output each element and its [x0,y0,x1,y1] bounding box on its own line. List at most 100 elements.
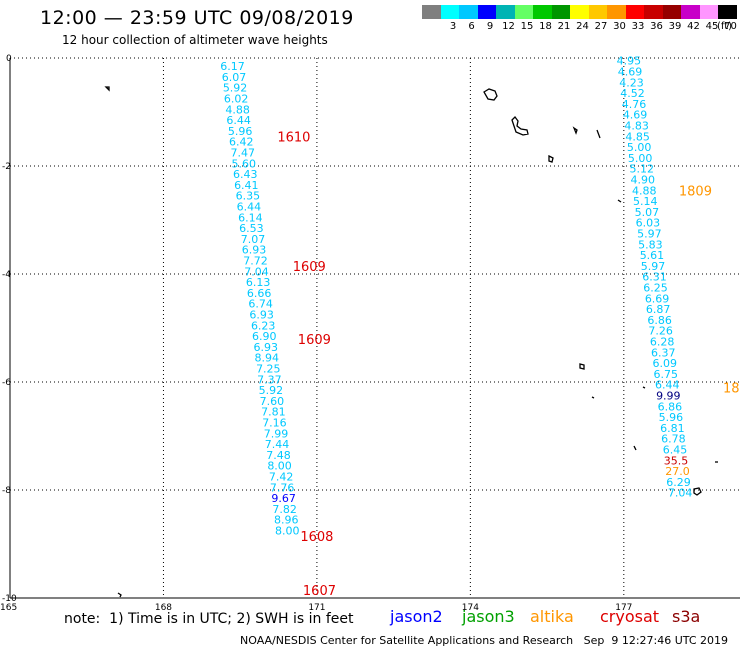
lon-tick-label: 165 [0,603,17,613]
wave-height-label: 6.93 [254,341,279,354]
wave-height-label: 5.61 [640,249,665,262]
scale-label: 21 [557,21,571,32]
scale-label: 70 [724,21,737,32]
scale-swatch [681,5,700,19]
lon-tick-label: 171 [308,603,325,613]
wave-height-label: 8.00 [275,525,300,538]
island-outline [104,86,110,92]
scale-swatch [477,5,496,19]
wave-height-label: 4.90 [630,174,655,187]
lat-tick-label: -8 [2,486,11,496]
scale-label: 30 [613,21,626,32]
lat-tick-label: -2 [2,162,11,172]
wave-height-label: 6.78 [661,433,686,446]
wave-height-label: 35.5 [664,454,689,467]
wave-height-label: 5.00 [627,141,652,154]
wave-height-label: 6.25 [643,282,668,295]
island-outline [511,116,529,136]
pass-time-label: 1607 [303,584,336,599]
legend-note: note: 1) Time is in UTC; 2) SWH is in fe… [64,611,354,627]
page-title: 12:00 — 23:59 UTC 09/08/2019 [40,7,354,29]
lon-tick-label: 177 [615,603,632,613]
islands-layer [104,86,718,598]
scale-swatch [607,5,626,19]
pass-time-label: 1809 [679,184,712,199]
wave-height-label: 6.17 [220,60,245,73]
scale-label: 24 [576,21,589,32]
scale-swatch [514,5,533,19]
island-outline [572,126,578,135]
lon-tick-label: 174 [462,603,479,613]
lat-tick-label: -4 [2,270,11,280]
wave-height-label: 8.96 [274,514,299,527]
wave-height-label: 6.69 [645,292,670,305]
scale-label: 33 [631,21,645,32]
wave-height-label: 4.69 [623,109,648,122]
pass-time-label: 1608 [300,530,333,545]
wave-height-label: 6.23 [251,319,276,332]
island-outline [579,363,585,370]
lat-tick-label: -6 [2,378,11,388]
scale-swatch [459,5,478,19]
wave-height-label: 6.09 [652,357,677,370]
wave-height-label: 6.07 [222,71,247,84]
scale-label: 36 [650,21,663,32]
wave-height-label: 7.26 [648,325,673,338]
scale-label: 9 [486,21,494,32]
lon-tick-label: 168 [155,603,172,613]
scale-swatch [551,5,570,19]
wave-height-label: 4.85 [625,130,650,143]
wave-height-label: 5.97 [641,260,666,273]
wave-height-label: 4.88 [632,184,657,197]
wave-height-label: 7.82 [272,503,297,516]
wave-height-label: 6.45 [663,444,688,457]
island-outline [693,487,702,496]
scale-label: 42 [687,21,700,32]
scale-swatch [588,5,607,19]
wave-height-label: 6.44 [226,114,251,127]
scale-swatch [625,5,644,19]
wave-height-label: 6.43 [233,168,258,181]
wave-height-label: 7.16 [262,417,287,430]
wave-height-label: 5.12 [629,163,654,176]
island-outline [642,386,646,389]
wave-height-label: 6.44 [237,201,262,214]
wave-height-label: 6.31 [642,271,667,284]
wave-height-label: 7.44 [265,438,290,451]
scale-label: 27 [594,21,608,32]
scale-label: 6 [468,21,475,32]
wave-height-label: 7.76 [270,481,295,494]
wave-height-label: 9.99 [656,390,681,403]
satellite-legend-altika: altika [530,607,574,626]
wave-height-label: 4.95 [617,55,642,68]
wave-height-label: 4.23 [619,76,644,89]
wave-height-label: 5.92 [259,384,284,397]
wave-height-label: 5.60 [232,157,257,170]
scale-swatch [662,5,681,19]
scale-label: 18 [539,21,552,32]
satellite-legend-jason2: jason2 [390,607,443,626]
credit-line: NOAA/NESDIS Center for Satellite Applica… [240,634,729,647]
wave-height-label: 6.74 [248,298,273,311]
island-outline [483,88,498,101]
wave-height-label: 6.53 [239,222,264,235]
scale-swatch [718,5,737,19]
island-outline [617,199,622,203]
wave-height-label: 6.37 [651,346,676,359]
wave-height-label: 7.72 [243,255,268,268]
wave-height-label: 5.07 [635,206,660,219]
wave-height-label: 7.99 [264,427,289,440]
scale-swatch [440,5,459,19]
scale-swatch [533,5,552,19]
color-scale-unit: (ft) [717,21,733,32]
satellite-legend-s3a: s3a [672,607,701,626]
pass-time-label: 18 [723,381,740,396]
wave-height-label: 6.66 [247,287,272,300]
wave-height-label: 6.14 [238,211,263,224]
wave-height-label: 5.00 [628,152,653,165]
wave-height-label: 7.07 [241,233,266,246]
wave-height-label: 7.42 [269,471,294,484]
wave-height-label: 5.83 [638,238,663,251]
wave-height-label: 4.76 [622,98,647,111]
